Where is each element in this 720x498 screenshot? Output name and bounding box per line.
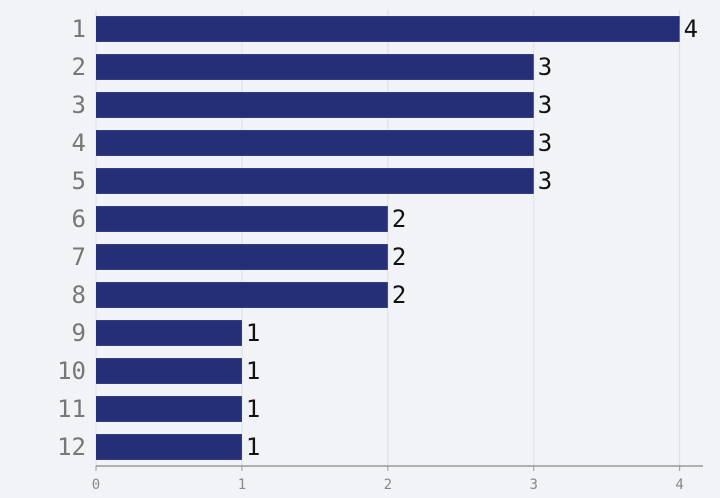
bar: [96, 282, 388, 308]
bar: [96, 434, 242, 460]
data-label: 1: [246, 433, 260, 461]
x-tick-label: 3: [530, 477, 538, 493]
y-tick-label: 8: [72, 281, 86, 309]
y-tick-label: 5: [72, 167, 86, 195]
y-tick-label: 1: [72, 15, 86, 43]
bar: [96, 396, 242, 422]
data-label: 1: [246, 319, 260, 347]
data-label: 2: [392, 281, 406, 309]
data-label: 3: [538, 53, 552, 81]
data-label: 3: [538, 167, 552, 195]
bar: [96, 320, 242, 346]
data-label: 2: [392, 205, 406, 233]
bar: [96, 358, 242, 384]
bar: [96, 168, 534, 194]
data-label: 1: [246, 395, 260, 423]
y-tick-label: 7: [72, 243, 86, 271]
y-tick-label: 11: [57, 395, 86, 423]
bar: [96, 54, 534, 80]
data-label: 4: [684, 15, 698, 43]
x-tick-label: 2: [384, 477, 392, 493]
y-tick-label: 3: [72, 91, 86, 119]
y-tick-label: 12: [57, 433, 86, 461]
bar: [96, 92, 534, 118]
x-tick-label: 1: [238, 477, 246, 493]
y-tick-label: 6: [72, 205, 86, 233]
x-tick-label: 4: [675, 477, 683, 493]
data-label: 3: [538, 91, 552, 119]
bar: [96, 16, 680, 42]
y-tick-label: 2: [72, 53, 86, 81]
y-tick-label: 10: [57, 357, 86, 385]
bar: [96, 206, 388, 232]
bar: [96, 130, 534, 156]
y-tick-label: 4: [72, 129, 86, 157]
x-tick-label: 0: [92, 477, 100, 493]
y-tick-label: 9: [72, 319, 86, 347]
data-label: 1: [246, 357, 260, 385]
data-label: 2: [392, 243, 406, 271]
bar: [96, 244, 388, 270]
data-label: 3: [538, 129, 552, 157]
